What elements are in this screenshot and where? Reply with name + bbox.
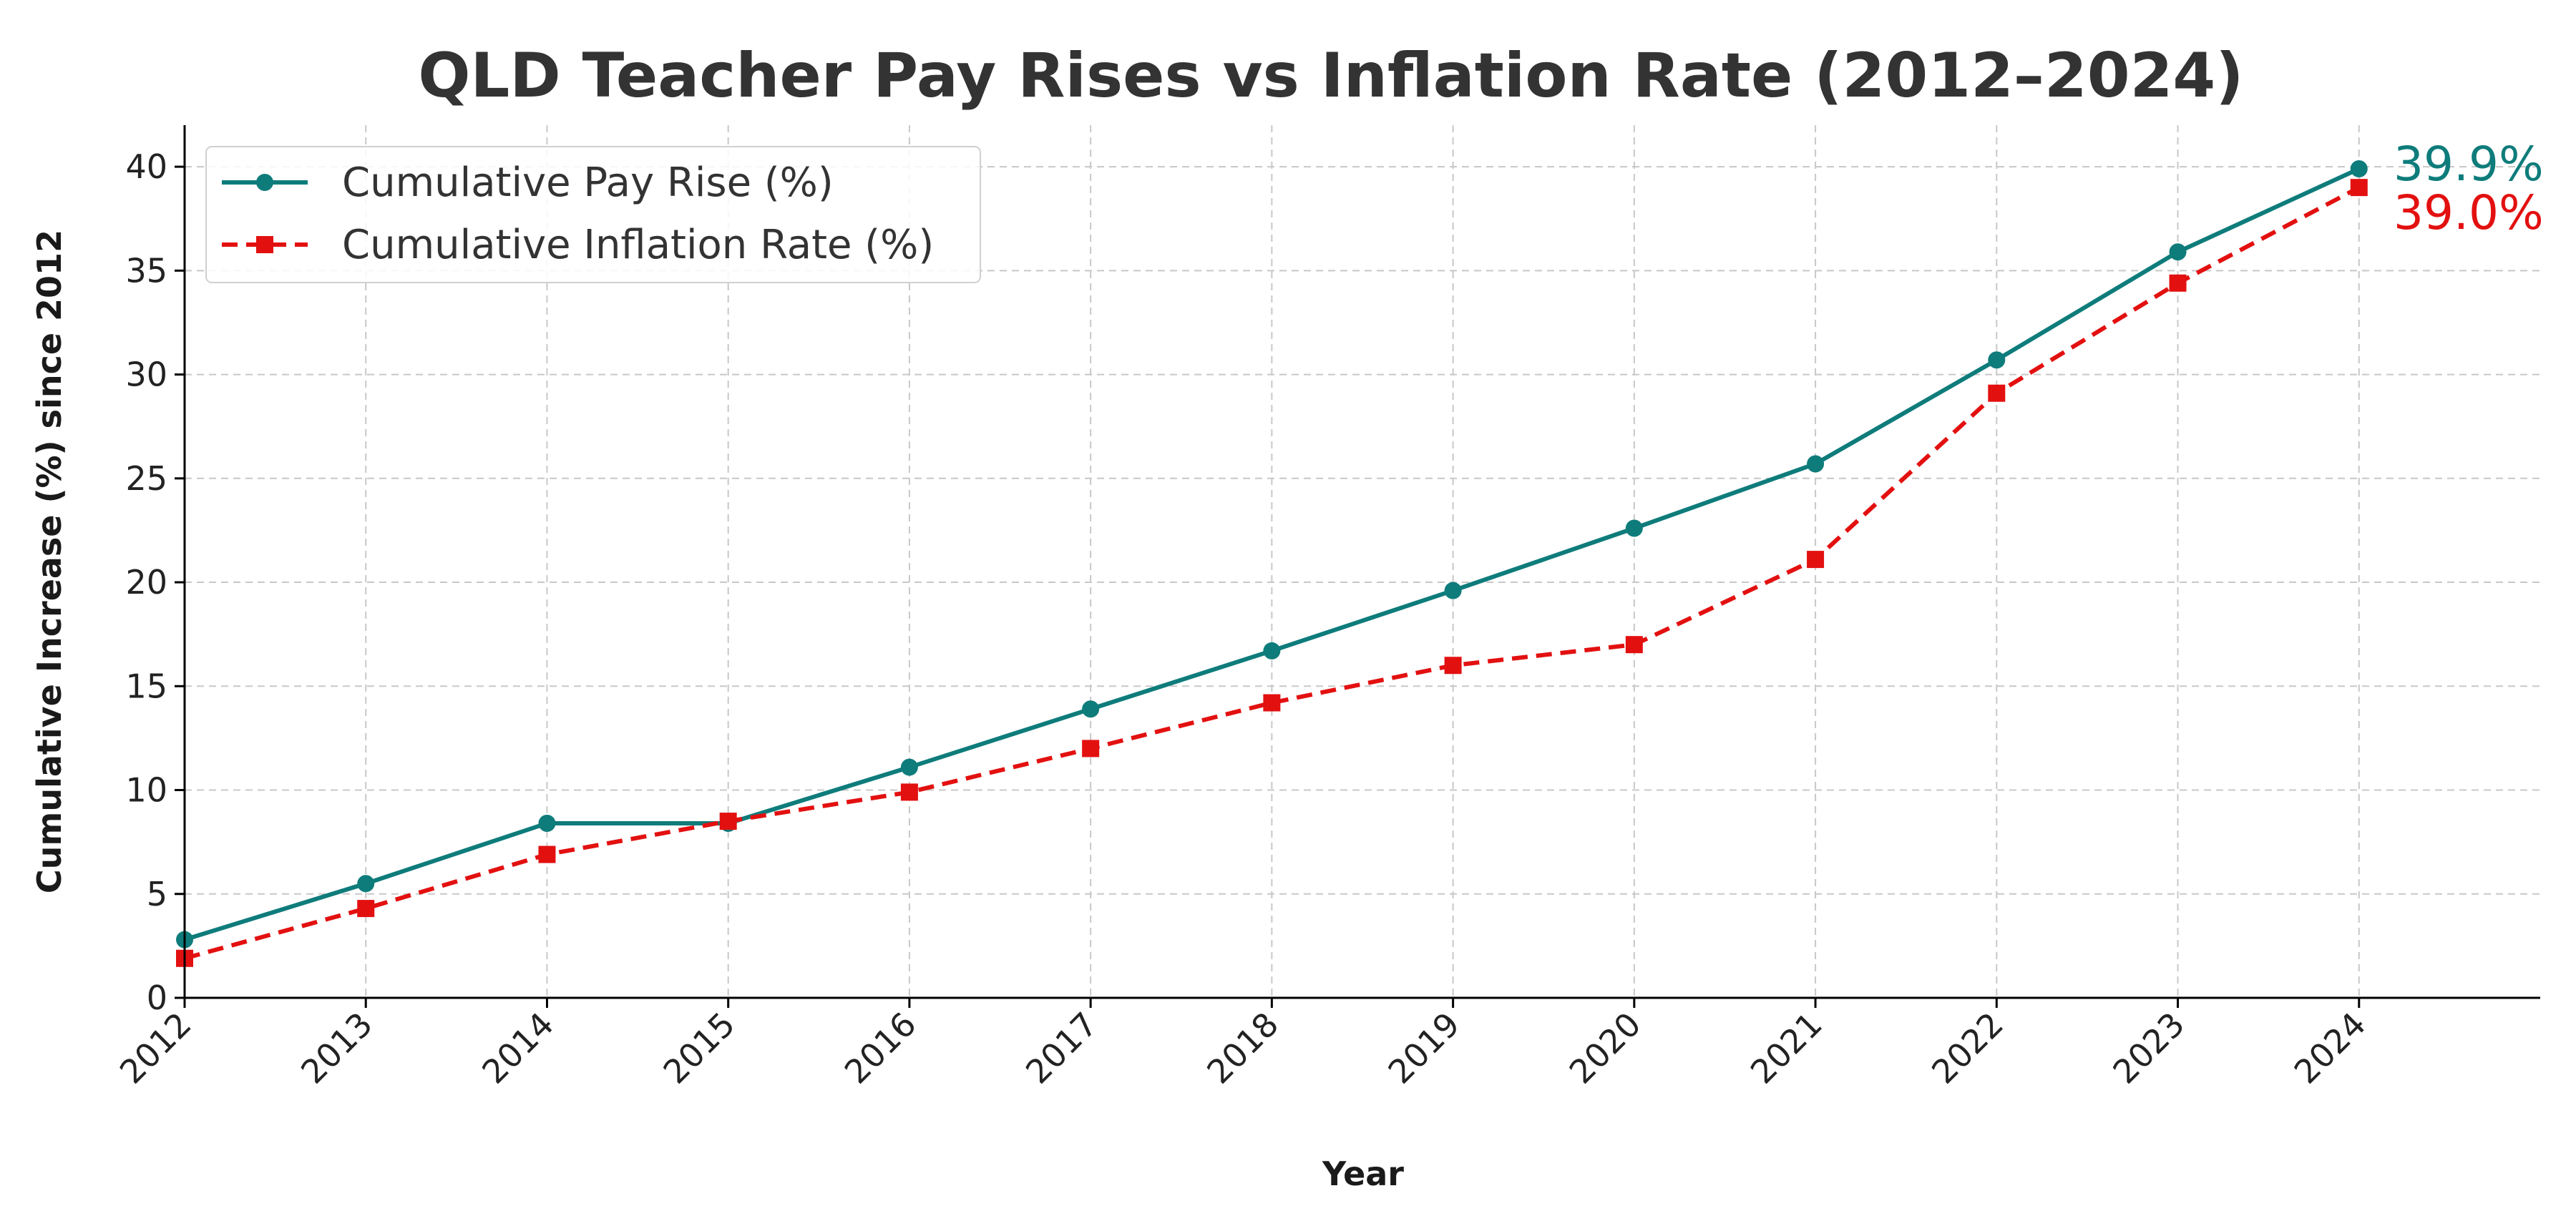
data-point — [2169, 243, 2187, 261]
y-tick-label: 10 — [125, 771, 167, 810]
x-tick-label: 2024 — [2287, 1005, 2373, 1092]
data-point — [1263, 694, 1281, 712]
data-point — [1444, 657, 1462, 675]
data-point — [719, 813, 737, 830]
plot-area — [176, 160, 2368, 967]
data-point — [538, 845, 556, 863]
end-label-pay: 39.9% — [2394, 137, 2544, 192]
legend-box — [205, 146, 981, 283]
y-tick-label: 15 — [125, 667, 167, 705]
x-tick-label: 2019 — [1380, 1005, 1467, 1092]
y-tick-label: 30 — [125, 356, 167, 394]
data-point — [1625, 519, 1643, 537]
legend-label-pay: Cumulative Pay Rise (%) — [342, 160, 834, 206]
legend-entry-pay: Cumulative Pay Rise (%) — [222, 160, 834, 206]
data-point — [1082, 740, 1100, 757]
legend-marker-pay — [256, 174, 273, 191]
data-point — [1988, 384, 2006, 402]
data-point — [1444, 582, 1462, 599]
legend: Cumulative Pay Rise (%) Cumulative Infla… — [205, 146, 981, 283]
data-point — [1625, 636, 1643, 654]
y-tick-label: 40 — [125, 147, 167, 186]
x-tick-label: 2012 — [112, 1005, 199, 1092]
data-point — [357, 900, 375, 918]
data-point — [2169, 274, 2187, 292]
x-tick-label: 2020 — [1562, 1005, 1649, 1092]
x-tick-label: 2021 — [1743, 1005, 1830, 1092]
y-tick-label: 35 — [125, 251, 167, 290]
x-tick-label: 2013 — [293, 1005, 380, 1092]
y-tick-label: 5 — [147, 875, 167, 913]
data-point — [1807, 551, 1825, 569]
x-tick-label: 2018 — [1199, 1005, 1286, 1092]
x-tick-label: 2014 — [474, 1005, 561, 1092]
data-point — [1082, 700, 1100, 718]
x-tick-label: 2022 — [1924, 1005, 2011, 1092]
x-tick-label: 2015 — [655, 1005, 742, 1092]
chart-title: QLD Teacher Pay Rises vs Inflation Rate … — [418, 40, 2243, 112]
x-axis-label: Year — [1322, 1154, 1404, 1193]
data-point — [1807, 455, 1825, 473]
end-label-inflation: 39.0% — [2394, 185, 2544, 240]
y-tick-label: 25 — [125, 459, 167, 498]
data-point — [1263, 642, 1281, 660]
x-tick-label: 2016 — [837, 1005, 924, 1092]
legend-label-inflation: Cumulative Inflation Rate (%) — [342, 222, 934, 268]
data-point — [538, 815, 556, 832]
data-point — [2350, 160, 2368, 177]
data-point — [900, 758, 918, 776]
legend-marker-inflation — [256, 236, 273, 253]
y-axis-label: Cumulative Increase (%) since 2012 — [30, 230, 69, 893]
ticks: 0 5 10 15 20 25 30 35 40 2012 2013 2014 2015 2016 2017… — [112, 147, 2373, 1091]
x-tick-label: 2023 — [2105, 1005, 2192, 1092]
x-tick-label: 2017 — [1018, 1005, 1105, 1092]
legend-entry-inflation: Cumulative Inflation Rate (%) — [222, 222, 934, 268]
data-point — [1988, 351, 2006, 369]
data-point — [2350, 179, 2368, 197]
y-tick-label: 0 — [147, 979, 167, 1017]
data-point — [900, 783, 918, 801]
y-tick-label: 20 — [125, 563, 167, 602]
data-point — [357, 875, 375, 893]
